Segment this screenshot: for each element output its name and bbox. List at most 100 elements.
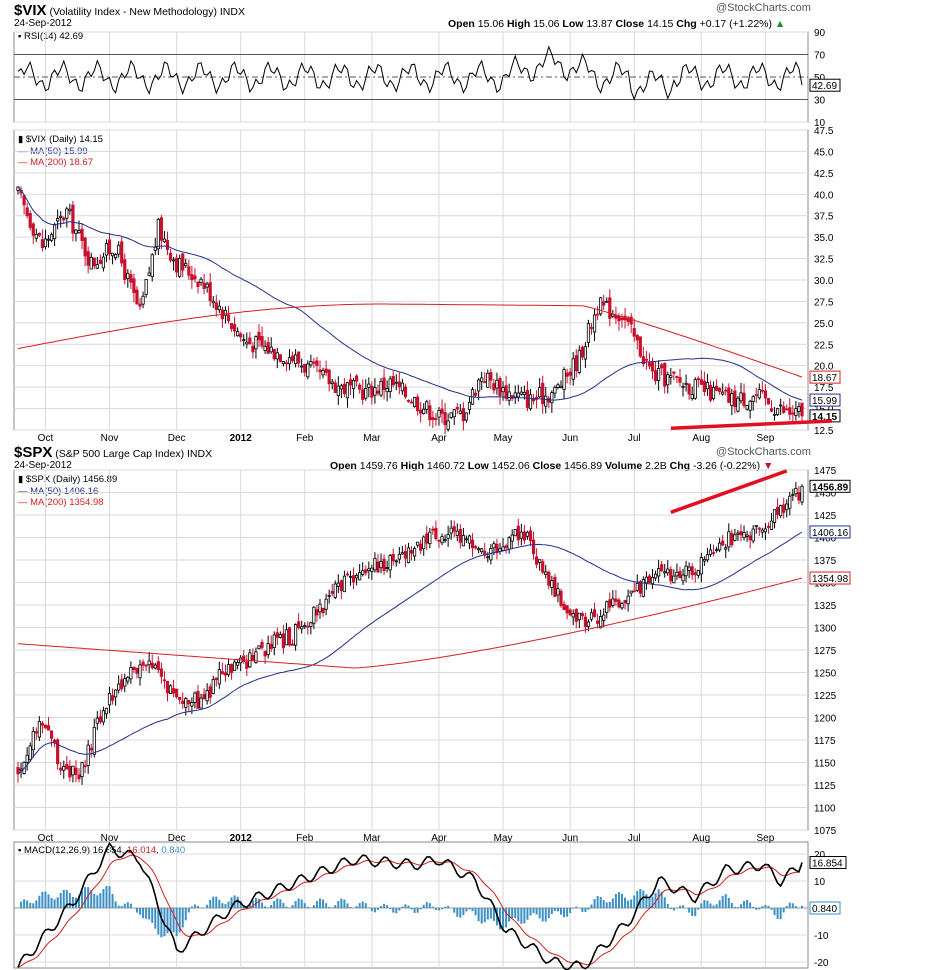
spx-candle-body — [443, 539, 447, 541]
vix-candle-body — [370, 385, 374, 398]
vix-candle-body — [156, 219, 160, 250]
vix-candle-body — [278, 354, 282, 362]
vix-candle-body — [309, 361, 313, 366]
vix-candle-body — [144, 279, 148, 295]
spx-legend-main-text: $SPX (Daily) 1456.89 — [25, 474, 118, 485]
vix-candle-body — [342, 383, 347, 394]
spx-month-label: Sep — [756, 833, 774, 844]
spx-tick-label: 1450 — [814, 489, 837, 500]
spx-value-box-ma50 — [809, 525, 851, 539]
spx-candle-body — [205, 690, 209, 702]
vix-candle-body — [74, 229, 78, 235]
spx-candle-body — [580, 613, 584, 617]
spx-candle-body — [303, 625, 307, 628]
spx-candle-body — [56, 739, 60, 765]
vix-candle-body — [718, 387, 722, 392]
vix-candle-body — [550, 392, 554, 404]
spx-candle-body — [77, 774, 81, 780]
vix-month-label: Sep — [756, 433, 774, 444]
spx-candle-body — [181, 700, 185, 704]
spx-tick-label: 1375 — [814, 556, 837, 567]
vix-candle-body — [327, 369, 331, 385]
vix-candle-body — [638, 336, 642, 357]
spx-tick-label: 1125 — [814, 781, 836, 792]
vix-candle-body — [379, 381, 383, 396]
spx-ma50-line — [17, 531, 803, 775]
spx-value-box-last — [809, 479, 851, 493]
vix-candle-body — [83, 237, 87, 257]
vix-candle-body — [766, 397, 771, 405]
spx-candle-body — [513, 529, 517, 537]
vix-candle-body — [422, 408, 426, 415]
spx-title: $SPX (S&P 500 Large Cap Index) INDX — [14, 444, 212, 461]
vix-tick-label: 30.0 — [814, 276, 834, 287]
vix-candle-body — [159, 217, 163, 241]
spx-candle-body — [34, 731, 38, 734]
vix-candle-body — [452, 409, 456, 418]
spx-candle-body — [278, 634, 282, 638]
vix-candle-body — [406, 400, 411, 402]
spx-candle-body — [168, 685, 173, 695]
vix-candle-body — [721, 391, 725, 395]
spx-candle-body — [422, 536, 426, 550]
macd-line — [17, 841, 803, 970]
vix-candle-body — [660, 364, 664, 369]
spx-candle-body — [644, 576, 649, 584]
spx-candle-body — [632, 590, 636, 593]
vix-candle-body — [775, 408, 780, 416]
spx-candle-body — [702, 559, 706, 562]
vix-candle-body — [336, 385, 340, 396]
vix-tick-label: 12.5 — [814, 426, 834, 437]
spx-candle-body — [101, 710, 106, 723]
spx-candle-body — [117, 683, 121, 691]
spx-candle-body — [724, 547, 728, 550]
spx-candle-body — [156, 661, 160, 671]
spx-candle-body — [309, 622, 313, 627]
spx-candle-body — [446, 534, 450, 539]
vix-candle-body — [467, 401, 472, 411]
vix-candle-body — [516, 392, 520, 398]
spx-month-label: Aug — [692, 833, 710, 844]
spx-candle-body — [25, 754, 29, 763]
spx-candle-body — [611, 598, 615, 606]
spx-tick-label: 1275 — [814, 646, 837, 657]
spx-candle-body — [687, 566, 691, 571]
spx-candle-body — [696, 569, 700, 576]
spx-candle-body — [214, 677, 218, 681]
vix-candle-body — [538, 387, 542, 398]
vix-candle-body — [754, 394, 758, 397]
rsi-value-box — [809, 78, 841, 92]
vix-candle-body — [239, 333, 243, 338]
vix-candle-body — [492, 383, 496, 391]
spx-candle-body — [266, 643, 270, 655]
vix-candle-body — [556, 384, 560, 388]
vix-candle-body — [394, 381, 398, 384]
spx-candle-body — [699, 557, 703, 575]
macd-hist-value-box — [809, 901, 841, 915]
spx-tick-label: 1175 — [814, 736, 836, 747]
vix-candle-body — [80, 228, 84, 242]
spx-quote-close-label: Close — [532, 460, 562, 472]
spx-tick-label: 1400 — [814, 534, 837, 545]
spx-candle-body — [254, 651, 258, 664]
vix-candle-body — [644, 358, 649, 361]
spx-candle-body — [367, 568, 371, 572]
spx-candle-body — [394, 560, 398, 563]
spx-candle-body — [766, 525, 771, 528]
vix-candle-body — [43, 238, 48, 248]
spx-candle-body — [525, 531, 530, 537]
vix-tick-label: 42.5 — [814, 169, 834, 180]
vix-candle-body — [772, 413, 777, 416]
vix-candle-body — [440, 408, 444, 414]
vix-candle-body — [266, 342, 270, 354]
vix-candle-body — [202, 282, 206, 290]
vix-candle-body — [510, 395, 514, 399]
spx-value-box-ma200 — [809, 571, 851, 585]
vix-month-label: Jul — [628, 433, 641, 444]
spx-candle-body — [37, 721, 41, 738]
spx-candle-body — [562, 603, 566, 611]
spx-quote-chg-label: Chg — [669, 460, 691, 472]
spx-candle-body — [617, 599, 621, 608]
rsi-tick-label: 50 — [814, 73, 826, 84]
spx-candle-body — [647, 575, 652, 584]
